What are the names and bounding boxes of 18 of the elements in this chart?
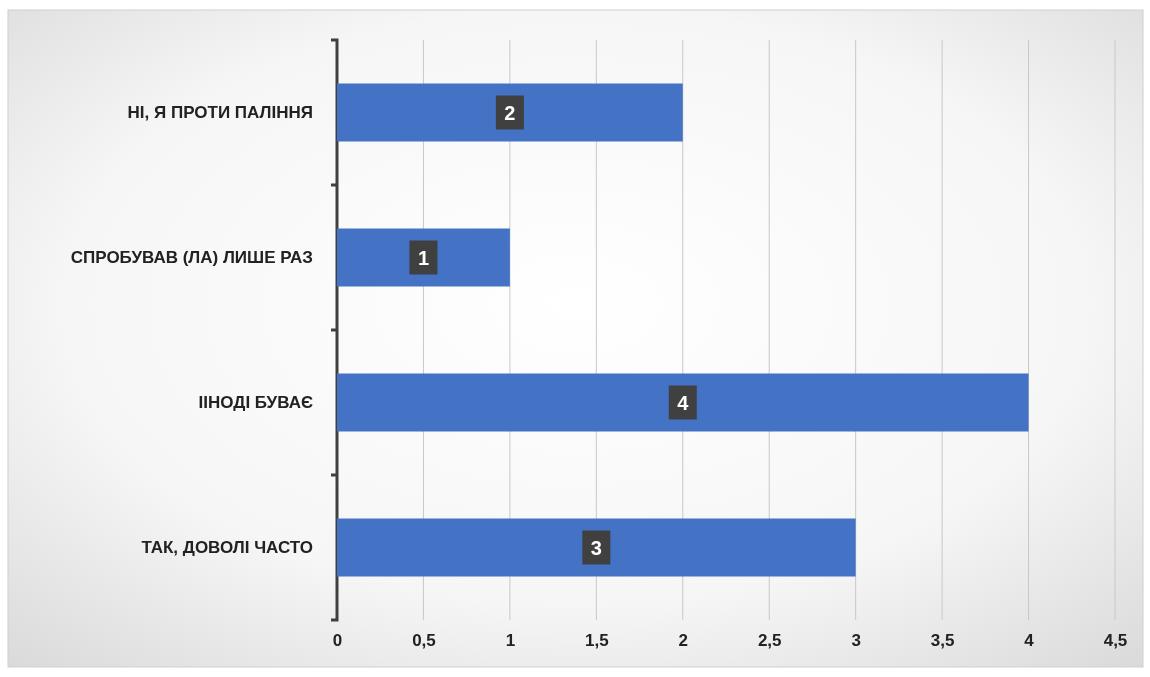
x-tick-label: 4,5	[1103, 631, 1128, 651]
y-tick-label: ТАК, ДОВОЛІ ЧАСТО	[141, 537, 313, 557]
data-label: 1	[417, 246, 430, 269]
y-tick-label: ІІНОДІ БУВАЄ	[198, 392, 313, 412]
y-tick-label: НІ, Я ПРОТИ ПАЛІННЯ	[127, 102, 313, 122]
x-tick-label: 3	[851, 631, 861, 651]
data-label: 2	[504, 101, 516, 124]
data-label: 3	[590, 536, 602, 559]
x-tick-label: 4	[1024, 631, 1035, 651]
x-tick-label: 2,5	[757, 631, 782, 651]
data-label: 4	[677, 391, 690, 414]
x-tick-label: 2	[678, 631, 689, 651]
y-tick-label: СПРОБУВАВ (ЛА) ЛИШЕ РАЗ	[70, 247, 313, 267]
x-tick-label: 1,5	[585, 631, 609, 651]
x-tick-label: 1	[505, 631, 516, 651]
x-tick-label: 0,5	[412, 631, 436, 651]
x-tick-label: 0	[332, 631, 343, 651]
x-tick-label: 3,5	[930, 631, 955, 651]
